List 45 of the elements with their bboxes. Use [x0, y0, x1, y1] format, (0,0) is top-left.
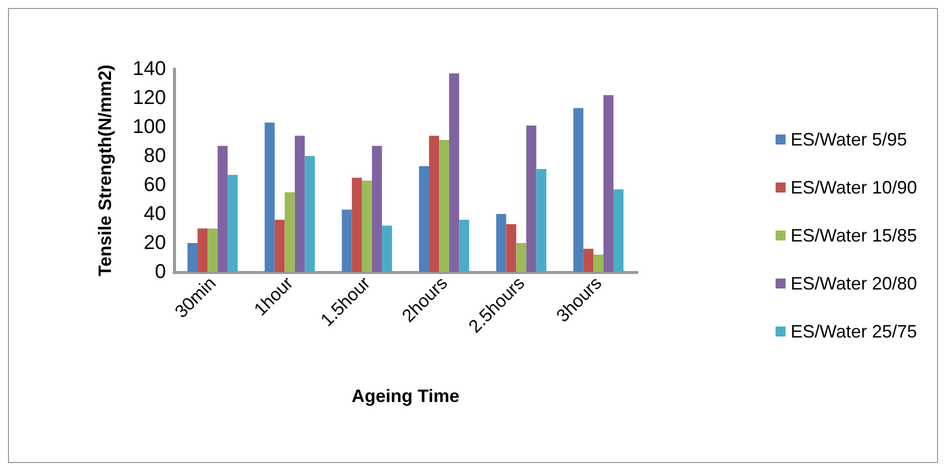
bar: [506, 224, 516, 272]
bar: [342, 210, 352, 272]
bar: [188, 243, 198, 272]
y-tick-label: 20: [144, 232, 166, 254]
bar: [294, 136, 305, 272]
y-axis-title: Tensile Strength(N/mm2): [95, 64, 115, 276]
bar: [382, 226, 392, 272]
bar: [208, 228, 218, 272]
bar: [362, 180, 372, 272]
legend-label: ES/Water 10/90: [790, 178, 918, 198]
x-axis-title: Ageing Time: [352, 386, 460, 406]
bar: [372, 146, 382, 272]
legend-label: ES/Water 25/75: [790, 322, 918, 342]
bar: [429, 136, 440, 272]
bar: [613, 189, 624, 272]
y-tick-label: 120: [132, 87, 166, 109]
y-tick-label: 0: [154, 261, 166, 283]
legend-label: ES/Water 5/95: [790, 130, 907, 150]
bar: [459, 220, 470, 272]
y-tick-label: 140: [132, 58, 166, 80]
y-tick-label: 60: [144, 174, 166, 196]
legend-label: ES/Water 15/85: [790, 226, 918, 246]
y-tick-label: 40: [144, 203, 166, 225]
y-tick-label: 80: [144, 145, 166, 167]
bar: [583, 248, 594, 272]
bar: [593, 254, 604, 272]
bar: [264, 122, 275, 272]
bar: [526, 126, 536, 272]
bar: [573, 108, 584, 272]
bar: [284, 192, 295, 272]
bar: [516, 243, 526, 272]
bar: [304, 156, 315, 272]
bar: [352, 178, 362, 272]
y-tick-label: 100: [132, 116, 166, 138]
bar: [218, 146, 228, 272]
bar: [496, 214, 506, 272]
legend-label: ES/Water 20/80: [790, 274, 918, 294]
bar: [274, 220, 285, 272]
bar: [439, 140, 450, 272]
bar: [449, 73, 460, 272]
bar: [536, 169, 546, 272]
bar: [228, 174, 238, 272]
bar: [603, 95, 614, 272]
bar: [198, 228, 208, 272]
bar: [419, 166, 430, 272]
